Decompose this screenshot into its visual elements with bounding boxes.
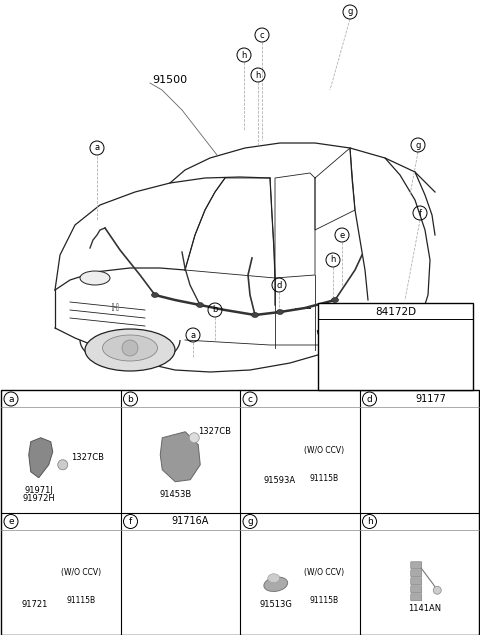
Ellipse shape — [314, 579, 333, 589]
Text: 1327CB: 1327CB — [198, 427, 231, 436]
Text: f: f — [129, 517, 132, 526]
Ellipse shape — [408, 453, 428, 463]
Circle shape — [32, 584, 38, 591]
Text: d: d — [276, 281, 282, 290]
Circle shape — [58, 460, 68, 470]
Text: (W/O CCV): (W/O CCV) — [60, 568, 101, 577]
Circle shape — [122, 340, 138, 356]
Ellipse shape — [339, 323, 391, 349]
Text: 91453B: 91453B — [159, 490, 192, 498]
Ellipse shape — [396, 346, 418, 357]
Text: c: c — [260, 30, 264, 39]
Ellipse shape — [168, 575, 190, 586]
Ellipse shape — [24, 576, 46, 598]
Text: ℍ: ℍ — [111, 303, 119, 313]
Text: 91716A: 91716A — [171, 516, 208, 526]
FancyBboxPatch shape — [411, 585, 422, 592]
Text: (W/O CCV): (W/O CCV) — [304, 446, 344, 455]
Ellipse shape — [80, 271, 110, 285]
Text: 84172D: 84172D — [375, 307, 416, 317]
FancyBboxPatch shape — [318, 303, 473, 390]
Circle shape — [433, 586, 441, 594]
Text: a: a — [8, 394, 14, 403]
Ellipse shape — [64, 573, 98, 595]
Ellipse shape — [315, 457, 333, 466]
FancyBboxPatch shape — [411, 578, 422, 585]
Ellipse shape — [307, 573, 341, 595]
Circle shape — [189, 432, 199, 443]
Circle shape — [358, 329, 372, 343]
Text: g: g — [415, 140, 420, 149]
Ellipse shape — [386, 338, 430, 368]
Text: 91593A: 91593A — [264, 476, 296, 485]
Ellipse shape — [323, 318, 408, 358]
Text: 91177: 91177 — [416, 394, 446, 404]
Ellipse shape — [308, 451, 340, 472]
Ellipse shape — [196, 302, 204, 307]
FancyBboxPatch shape — [411, 570, 422, 577]
Text: (W/O CCV): (W/O CCV) — [304, 568, 344, 577]
Text: 1327CB: 1327CB — [71, 453, 104, 462]
Ellipse shape — [399, 446, 439, 474]
FancyBboxPatch shape — [411, 562, 422, 569]
Ellipse shape — [252, 312, 259, 318]
FancyBboxPatch shape — [411, 594, 422, 601]
Ellipse shape — [268, 574, 280, 583]
Text: e: e — [339, 231, 345, 239]
Circle shape — [417, 457, 422, 462]
Text: c: c — [248, 394, 252, 403]
Text: g: g — [247, 517, 253, 526]
Text: 91500: 91500 — [152, 75, 187, 85]
Text: h: h — [367, 517, 372, 526]
Ellipse shape — [332, 298, 338, 302]
Ellipse shape — [152, 293, 158, 298]
Text: 91513G: 91513G — [259, 600, 292, 609]
Ellipse shape — [267, 447, 293, 472]
Text: g: g — [348, 8, 353, 17]
Ellipse shape — [158, 566, 202, 598]
Text: f: f — [419, 208, 421, 218]
Circle shape — [277, 457, 283, 463]
Ellipse shape — [401, 449, 441, 477]
Text: e: e — [8, 517, 14, 526]
Text: d: d — [367, 394, 372, 403]
Text: h: h — [241, 51, 247, 60]
Text: 91115B: 91115B — [309, 596, 338, 605]
Text: a: a — [95, 144, 99, 152]
Ellipse shape — [72, 579, 90, 589]
Text: b: b — [212, 305, 218, 314]
Text: 91115B: 91115B — [66, 596, 96, 605]
Ellipse shape — [160, 569, 204, 601]
Ellipse shape — [85, 329, 175, 371]
Circle shape — [178, 580, 183, 585]
Text: 91971J: 91971J — [24, 486, 53, 495]
Text: a: a — [191, 330, 195, 340]
Text: 91972H: 91972H — [23, 494, 55, 503]
Ellipse shape — [276, 309, 284, 314]
Polygon shape — [160, 432, 200, 482]
Ellipse shape — [103, 335, 157, 361]
Text: h: h — [255, 70, 261, 79]
Polygon shape — [29, 438, 53, 478]
FancyBboxPatch shape — [1, 390, 479, 635]
Ellipse shape — [388, 342, 432, 371]
Text: 91115B: 91115B — [309, 474, 338, 483]
Circle shape — [406, 351, 410, 356]
Text: b: b — [128, 394, 133, 403]
Text: 1141AN: 1141AN — [408, 605, 441, 613]
Ellipse shape — [264, 577, 288, 591]
Text: h: h — [330, 255, 336, 265]
Text: 91721: 91721 — [22, 600, 48, 609]
